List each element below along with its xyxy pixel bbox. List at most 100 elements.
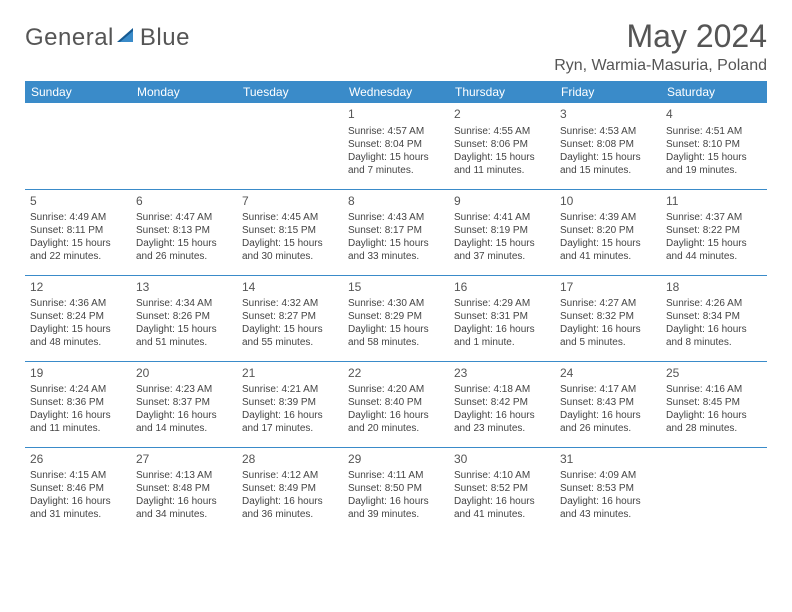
- sunrise-text: Sunrise: 4:57 AM: [348, 125, 444, 138]
- sunset-text: Sunset: 8:39 PM: [242, 396, 338, 409]
- weekday-header: Wednesday: [343, 81, 449, 103]
- sunrise-text: Sunrise: 4:13 AM: [136, 469, 232, 482]
- calendar-day-cell: 28Sunrise: 4:12 AMSunset: 8:49 PMDayligh…: [237, 447, 343, 533]
- brand-text-2: Blue: [140, 24, 190, 52]
- daylight-text: Daylight: 15 hours and 30 minutes.: [242, 237, 338, 263]
- sunrise-text: Sunrise: 4:49 AM: [30, 211, 126, 224]
- weekday-header: Monday: [131, 81, 237, 103]
- title-block: May 2024 Ryn, Warmia-Masuria, Poland: [554, 18, 767, 75]
- calendar-day-cell: 5Sunrise: 4:49 AMSunset: 8:11 PMDaylight…: [25, 189, 131, 275]
- day-number: 24: [560, 366, 656, 382]
- day-number: 9: [454, 194, 550, 210]
- daylight-text: Daylight: 15 hours and 48 minutes.: [30, 323, 126, 349]
- daylight-text: Daylight: 16 hours and 5 minutes.: [560, 323, 656, 349]
- daylight-text: Daylight: 16 hours and 34 minutes.: [136, 495, 232, 521]
- daylight-text: Daylight: 15 hours and 51 minutes.: [136, 323, 232, 349]
- calendar-day-cell: [237, 103, 343, 189]
- sunset-text: Sunset: 8:10 PM: [666, 138, 762, 151]
- daylight-text: Daylight: 16 hours and 28 minutes.: [666, 409, 762, 435]
- sunrise-text: Sunrise: 4:21 AM: [242, 383, 338, 396]
- calendar-day-cell: 22Sunrise: 4:20 AMSunset: 8:40 PMDayligh…: [343, 361, 449, 447]
- day-number: 19: [30, 366, 126, 382]
- calendar-day-cell: 10Sunrise: 4:39 AMSunset: 8:20 PMDayligh…: [555, 189, 661, 275]
- day-number: 8: [348, 194, 444, 210]
- calendar-day-cell: 4Sunrise: 4:51 AMSunset: 8:10 PMDaylight…: [661, 103, 767, 189]
- sunrise-text: Sunrise: 4:47 AM: [136, 211, 232, 224]
- sunrise-text: Sunrise: 4:23 AM: [136, 383, 232, 396]
- calendar-day-cell: [131, 103, 237, 189]
- day-number: 6: [136, 194, 232, 210]
- calendar-day-cell: 27Sunrise: 4:13 AMSunset: 8:48 PMDayligh…: [131, 447, 237, 533]
- sunset-text: Sunset: 8:27 PM: [242, 310, 338, 323]
- day-number: 5: [30, 194, 126, 210]
- daylight-text: Daylight: 15 hours and 19 minutes.: [666, 151, 762, 177]
- calendar-table: Sunday Monday Tuesday Wednesday Thursday…: [25, 81, 767, 533]
- sunrise-text: Sunrise: 4:34 AM: [136, 297, 232, 310]
- daylight-text: Daylight: 15 hours and 26 minutes.: [136, 237, 232, 263]
- sunset-text: Sunset: 8:04 PM: [348, 138, 444, 151]
- daylight-text: Daylight: 16 hours and 8 minutes.: [666, 323, 762, 349]
- day-number: 23: [454, 366, 550, 382]
- sunset-text: Sunset: 8:15 PM: [242, 224, 338, 237]
- calendar-day-cell: 15Sunrise: 4:30 AMSunset: 8:29 PMDayligh…: [343, 275, 449, 361]
- sunset-text: Sunset: 8:29 PM: [348, 310, 444, 323]
- calendar-day-cell: 3Sunrise: 4:53 AMSunset: 8:08 PMDaylight…: [555, 103, 661, 189]
- daylight-text: Daylight: 16 hours and 14 minutes.: [136, 409, 232, 435]
- daylight-text: Daylight: 15 hours and 37 minutes.: [454, 237, 550, 263]
- day-number: 16: [454, 280, 550, 296]
- sunset-text: Sunset: 8:42 PM: [454, 396, 550, 409]
- calendar-day-cell: 2Sunrise: 4:55 AMSunset: 8:06 PMDaylight…: [449, 103, 555, 189]
- header: General Blue May 2024 Ryn, Warmia-Masuri…: [25, 18, 767, 75]
- daylight-text: Daylight: 16 hours and 23 minutes.: [454, 409, 550, 435]
- sunset-text: Sunset: 8:43 PM: [560, 396, 656, 409]
- sunrise-text: Sunrise: 4:53 AM: [560, 125, 656, 138]
- sunset-text: Sunset: 8:22 PM: [666, 224, 762, 237]
- sunset-text: Sunset: 8:06 PM: [454, 138, 550, 151]
- weekday-header: Sunday: [25, 81, 131, 103]
- daylight-text: Daylight: 16 hours and 41 minutes.: [454, 495, 550, 521]
- calendar-day-cell: 11Sunrise: 4:37 AMSunset: 8:22 PMDayligh…: [661, 189, 767, 275]
- daylight-text: Daylight: 15 hours and 11 minutes.: [454, 151, 550, 177]
- sunset-text: Sunset: 8:26 PM: [136, 310, 232, 323]
- daylight-text: Daylight: 15 hours and 41 minutes.: [560, 237, 656, 263]
- daylight-text: Daylight: 15 hours and 22 minutes.: [30, 237, 126, 263]
- day-number: 25: [666, 366, 762, 382]
- weekday-header: Friday: [555, 81, 661, 103]
- daylight-text: Daylight: 16 hours and 36 minutes.: [242, 495, 338, 521]
- sunset-text: Sunset: 8:20 PM: [560, 224, 656, 237]
- weekday-header: Saturday: [661, 81, 767, 103]
- daylight-text: Daylight: 16 hours and 20 minutes.: [348, 409, 444, 435]
- day-number: 14: [242, 280, 338, 296]
- sunrise-text: Sunrise: 4:39 AM: [560, 211, 656, 224]
- sunset-text: Sunset: 8:45 PM: [666, 396, 762, 409]
- sunset-text: Sunset: 8:19 PM: [454, 224, 550, 237]
- calendar-day-cell: 21Sunrise: 4:21 AMSunset: 8:39 PMDayligh…: [237, 361, 343, 447]
- page-title: May 2024: [554, 18, 767, 55]
- calendar-day-cell: 12Sunrise: 4:36 AMSunset: 8:24 PMDayligh…: [25, 275, 131, 361]
- calendar-day-cell: 23Sunrise: 4:18 AMSunset: 8:42 PMDayligh…: [449, 361, 555, 447]
- day-number: 3: [560, 107, 656, 123]
- sunrise-text: Sunrise: 4:10 AM: [454, 469, 550, 482]
- calendar-day-cell: 25Sunrise: 4:16 AMSunset: 8:45 PMDayligh…: [661, 361, 767, 447]
- day-number: 27: [136, 452, 232, 468]
- calendar-day-cell: [661, 447, 767, 533]
- daylight-text: Daylight: 15 hours and 55 minutes.: [242, 323, 338, 349]
- day-number: 17: [560, 280, 656, 296]
- calendar-day-cell: 20Sunrise: 4:23 AMSunset: 8:37 PMDayligh…: [131, 361, 237, 447]
- calendar-day-cell: 13Sunrise: 4:34 AMSunset: 8:26 PMDayligh…: [131, 275, 237, 361]
- daylight-text: Daylight: 15 hours and 58 minutes.: [348, 323, 444, 349]
- day-number: 1: [348, 107, 444, 123]
- calendar-day-cell: 19Sunrise: 4:24 AMSunset: 8:36 PMDayligh…: [25, 361, 131, 447]
- calendar-week-row: 1 Sunrise: 4:57 AMSunset: 8:04 PM Daylight…: [25, 103, 767, 189]
- daylight-text: Daylight: 16 hours and 1 minute.: [454, 323, 550, 349]
- daylight-text: Daylight: 16 hours and 26 minutes.: [560, 409, 656, 435]
- weekday-header: Tuesday: [237, 81, 343, 103]
- sunrise-text: Sunrise: 4:24 AM: [30, 383, 126, 396]
- sunrise-text: Sunrise: 4:15 AM: [30, 469, 126, 482]
- sunset-text: Sunset: 8:53 PM: [560, 482, 656, 495]
- sunset-text: Sunset: 8:50 PM: [348, 482, 444, 495]
- day-number: 13: [136, 280, 232, 296]
- day-number: 4: [666, 107, 762, 123]
- calendar-day-cell: 29Sunrise: 4:11 AMSunset: 8:50 PMDayligh…: [343, 447, 449, 533]
- sunrise-text: Sunrise: 4:30 AM: [348, 297, 444, 310]
